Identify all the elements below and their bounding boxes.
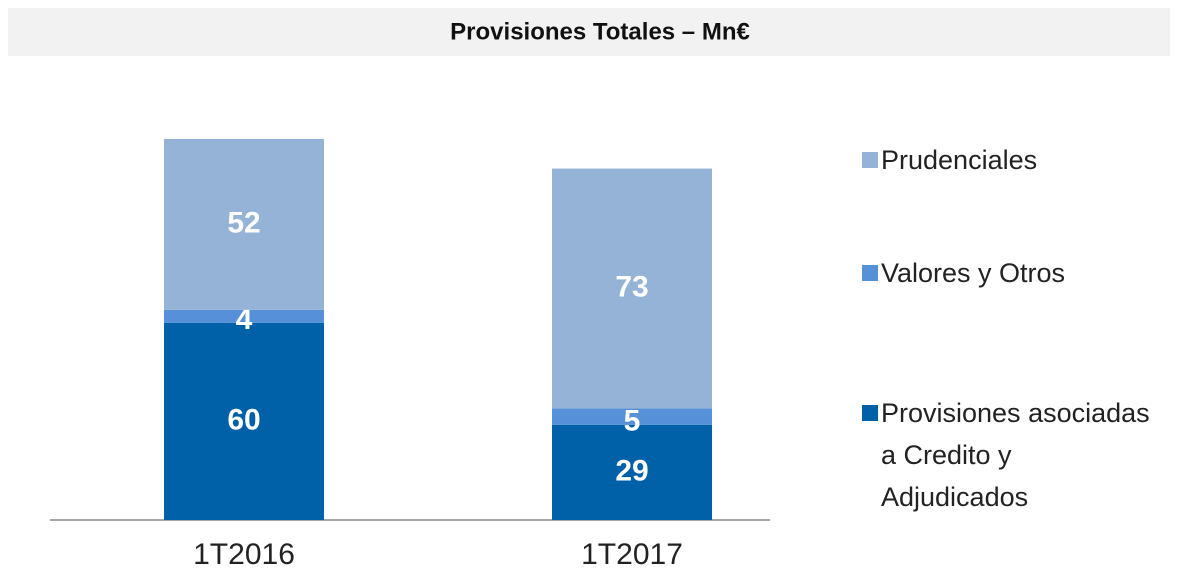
x-tick-label: 1T2017 — [581, 538, 683, 571]
data-label: 52 — [227, 206, 260, 239]
legend-swatch — [862, 405, 878, 421]
bar-segment — [552, 424, 712, 520]
legend-item: Provisiones asociadas a Credito y Adjudi… — [862, 392, 1162, 518]
data-label: 29 — [615, 454, 648, 487]
bar-segment — [164, 322, 324, 520]
legend-item: Valores y Otros — [862, 252, 1162, 294]
legend-label: Provisiones asociadas a Credito y Adjudi… — [881, 398, 1150, 512]
data-label: 73 — [615, 270, 648, 303]
legend-item: Prudenciales — [862, 139, 1162, 181]
bar-segment — [552, 168, 712, 409]
legend-swatch — [862, 152, 878, 168]
bar-segment — [552, 408, 712, 425]
legend-label: Prudenciales — [881, 145, 1038, 175]
title-band — [8, 8, 1170, 56]
data-label: 60 — [227, 403, 260, 436]
legend-swatch — [862, 265, 878, 281]
bar-segment — [164, 309, 324, 323]
data-label: 4 — [236, 303, 253, 336]
data-label: 5 — [624, 405, 641, 438]
bar-segment — [164, 139, 324, 310]
chart-title: Provisiones Totales – Mn€ — [450, 18, 750, 45]
x-tick-label: 1T2016 — [193, 538, 295, 571]
legend-label: Valores y Otros — [881, 258, 1066, 288]
